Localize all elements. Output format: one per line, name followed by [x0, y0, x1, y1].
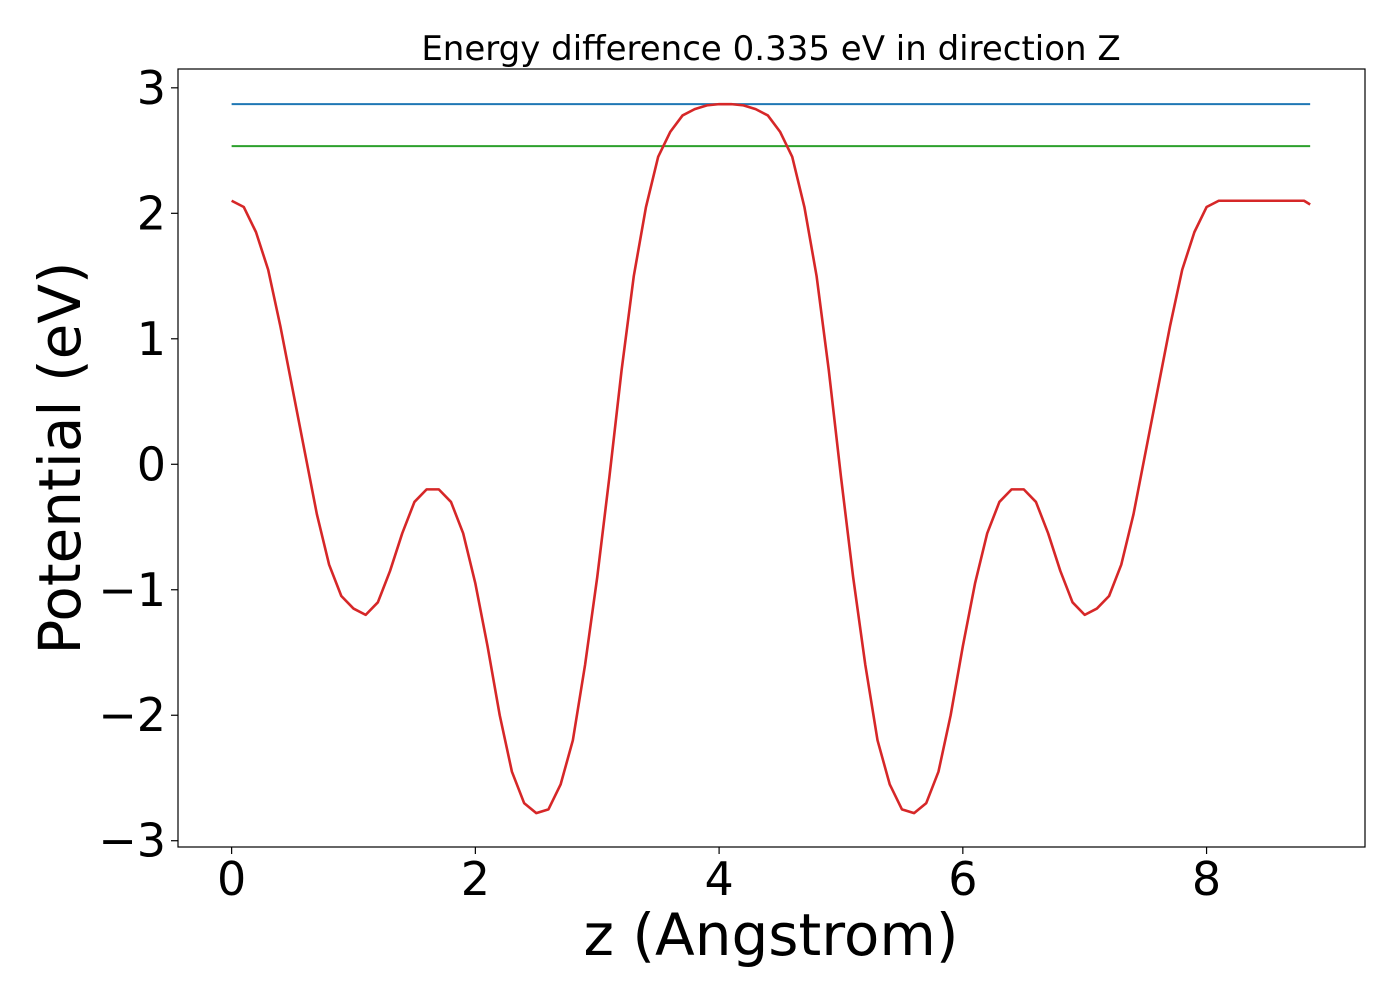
x-axis-label: z (Angstrom): [584, 901, 959, 969]
x-tick-label: 8: [1192, 852, 1221, 906]
y-tick-label: −2: [98, 688, 166, 742]
x-tick-label: 0: [217, 852, 246, 906]
potential-line: [231, 102, 1311, 815]
y-tick-label: 2: [137, 186, 166, 240]
y-axis-ticks: −3 −2 −1 0 1 2 3: [98, 61, 178, 868]
y-tick-label: 0: [137, 437, 166, 491]
x-tick-label: 2: [461, 852, 490, 906]
plot-area-frame: [177, 68, 1366, 848]
y-tick-label: 1: [137, 312, 166, 366]
y-tick-label: −3: [98, 814, 166, 868]
chart-title: Energy difference 0.335 eV in direction …: [421, 29, 1120, 69]
x-tick-label: 6: [948, 852, 977, 906]
y-tick-label: 3: [137, 61, 166, 115]
y-tick-label: −1: [98, 563, 166, 617]
x-axis-ticks: 0 2 4 6 8: [217, 847, 1221, 906]
y-axis-label: Potential (eV): [26, 261, 94, 654]
x-tick-label: 4: [704, 852, 733, 906]
series-layer: [231, 102, 1311, 815]
